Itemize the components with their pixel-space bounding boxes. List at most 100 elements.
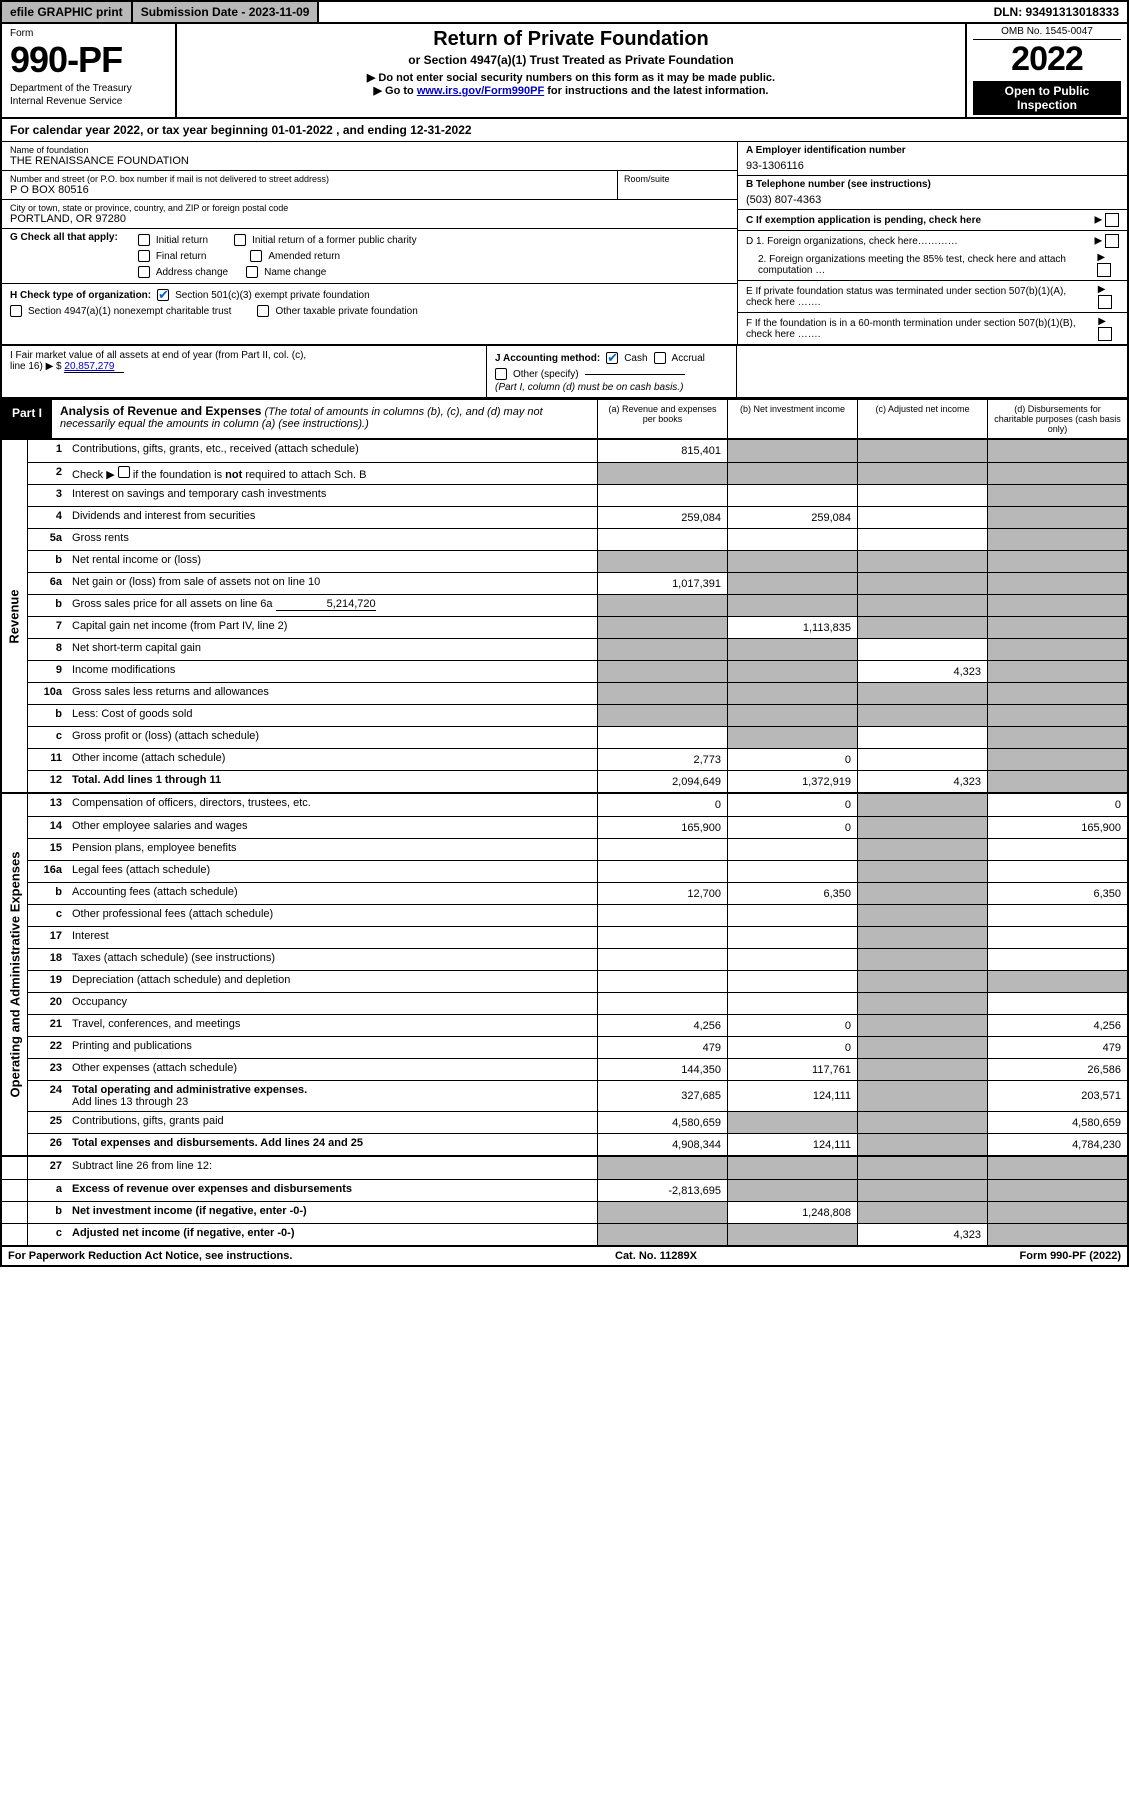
cell-c (857, 749, 987, 770)
address-change-checkbox[interactable] (138, 266, 150, 278)
cell-a (597, 639, 727, 660)
i-label: I Fair market value of all assets at end… (10, 350, 478, 361)
lineno: 8 (28, 639, 66, 660)
cell-a: 165,900 (597, 817, 727, 838)
name-change-checkbox[interactable] (246, 266, 258, 278)
g-check-section: G Check all that apply: Initial return I… (2, 229, 737, 284)
line-16b: b Accounting fees (attach schedule) 12,7… (28, 882, 1127, 904)
lineno: 18 (28, 949, 66, 970)
cell-d (987, 749, 1127, 770)
cell-a (597, 705, 727, 726)
cell-d (987, 639, 1127, 660)
irs-link[interactable]: www.irs.gov/Form990PF (417, 85, 544, 97)
cell-c (857, 927, 987, 948)
line-8: 8 Net short-term capital gain (28, 638, 1127, 660)
line-13: 13 Compensation of officers, directors, … (28, 794, 1127, 816)
expenses-block: Operating and Administrative Expenses 13… (2, 792, 1127, 1155)
cell-a (597, 551, 727, 572)
cell-c (857, 817, 987, 838)
linedesc: Printing and publications (66, 1037, 597, 1058)
other-specify-line[interactable] (585, 374, 685, 375)
tax-year-end: 12-31-2022 (410, 123, 471, 137)
cell-a: -2,813,695 (597, 1180, 727, 1201)
cell-b (727, 683, 857, 704)
501c3-checkbox[interactable] (157, 289, 169, 301)
line-11: 11 Other income (attach schedule) 2,773 … (28, 748, 1127, 770)
linedesc: Gross profit or (loss) (attach schedule) (66, 727, 597, 748)
cell-a (597, 683, 727, 704)
cell-a (597, 463, 727, 484)
linedesc: Net gain or (loss) from sale of assets n… (66, 573, 597, 594)
final-return-checkbox[interactable] (138, 250, 150, 262)
lineno: c (28, 727, 66, 748)
cell-c (857, 463, 987, 484)
c-checkbox[interactable] (1105, 213, 1119, 227)
initial-return-checkbox[interactable] (138, 234, 150, 246)
line-9: 9 Income modifications 4,323 (28, 660, 1127, 682)
col-d-header: (d) Disbursements for charitable purpose… (987, 400, 1127, 438)
cash-checkbox[interactable] (606, 352, 618, 364)
linedesc: Dividends and interest from securities (66, 507, 597, 528)
cell-a (597, 971, 727, 992)
form-label: Form (10, 28, 167, 39)
lineno: 11 (28, 749, 66, 770)
initial-return-label: Initial return (156, 235, 208, 246)
efile-print-button[interactable]: efile GRAPHIC print (2, 2, 133, 22)
cell-a (597, 1202, 727, 1223)
city-label: City or town, state or province, country… (10, 203, 729, 213)
other-method-checkbox[interactable] (495, 368, 507, 380)
cell-a: 1,017,391 (597, 573, 727, 594)
linedesc: Other employee salaries and wages (66, 817, 597, 838)
cell-b (727, 705, 857, 726)
cell-c (857, 1202, 987, 1223)
cell-d (987, 617, 1127, 638)
f-checkbox[interactable] (1098, 327, 1112, 341)
info-left: Name of foundation THE RENAISSANCE FOUND… (2, 142, 737, 344)
line-2: 2 Check ▶ if the foundation is not requi… (28, 462, 1127, 484)
address-row: Number and street (or P.O. box number if… (2, 171, 737, 200)
lineno: 24 (28, 1081, 66, 1111)
f-label: F If the foundation is in a 60-month ter… (746, 318, 1092, 340)
cell-b (727, 1180, 857, 1201)
e-checkbox[interactable] (1098, 295, 1112, 309)
address-change-label: Address change (156, 267, 228, 278)
other-method-label: Other (specify) (513, 369, 579, 380)
initial-former-checkbox[interactable] (234, 234, 246, 246)
lineno: b (28, 883, 66, 904)
spacer (2, 1180, 28, 1201)
cell-a (597, 727, 727, 748)
fmv-value[interactable]: 20,857,279 (64, 361, 124, 373)
i-line16: line 16) ▶ $ (10, 361, 62, 372)
cell-d: 165,900 (987, 817, 1127, 838)
cell-c (857, 595, 987, 616)
other-taxable-checkbox[interactable] (257, 305, 269, 317)
cell-a (597, 905, 727, 926)
ein-cell: A Employer identification number 93-1306… (738, 142, 1127, 176)
linedesc: Total operating and administrative expen… (66, 1081, 597, 1111)
4947a1-checkbox[interactable] (10, 305, 22, 317)
cell-d (987, 529, 1127, 550)
other-taxable-label: Other taxable private foundation (275, 306, 417, 317)
form-ref: Form 990-PF (2022) (1020, 1250, 1122, 1262)
line-19: 19 Depreciation (attach schedule) and de… (28, 970, 1127, 992)
lineno: b (28, 551, 66, 572)
spacer (2, 1157, 28, 1179)
cell-c (857, 507, 987, 528)
cell-a (597, 661, 727, 682)
line-10a: 10a Gross sales less returns and allowan… (28, 682, 1127, 704)
lineno: c (28, 905, 66, 926)
accrual-checkbox[interactable] (654, 352, 666, 364)
d1-checkbox[interactable] (1105, 234, 1119, 248)
cell-a: 4,908,344 (597, 1134, 727, 1155)
schb-checkbox[interactable] (118, 466, 130, 478)
amended-return-checkbox[interactable] (250, 250, 262, 262)
linedesc: Subtract line 26 from line 12: (66, 1157, 597, 1179)
line-17: 17 Interest (28, 926, 1127, 948)
name-change-label: Name change (264, 267, 326, 278)
irs-label: Internal Revenue Service (10, 96, 167, 107)
cell-b: 0 (727, 1015, 857, 1036)
cell-d (987, 595, 1127, 616)
line-27: 27 Subtract line 26 from line 12: (2, 1157, 1127, 1179)
line-10b: b Less: Cost of goods sold (28, 704, 1127, 726)
d2-checkbox[interactable] (1097, 263, 1111, 277)
